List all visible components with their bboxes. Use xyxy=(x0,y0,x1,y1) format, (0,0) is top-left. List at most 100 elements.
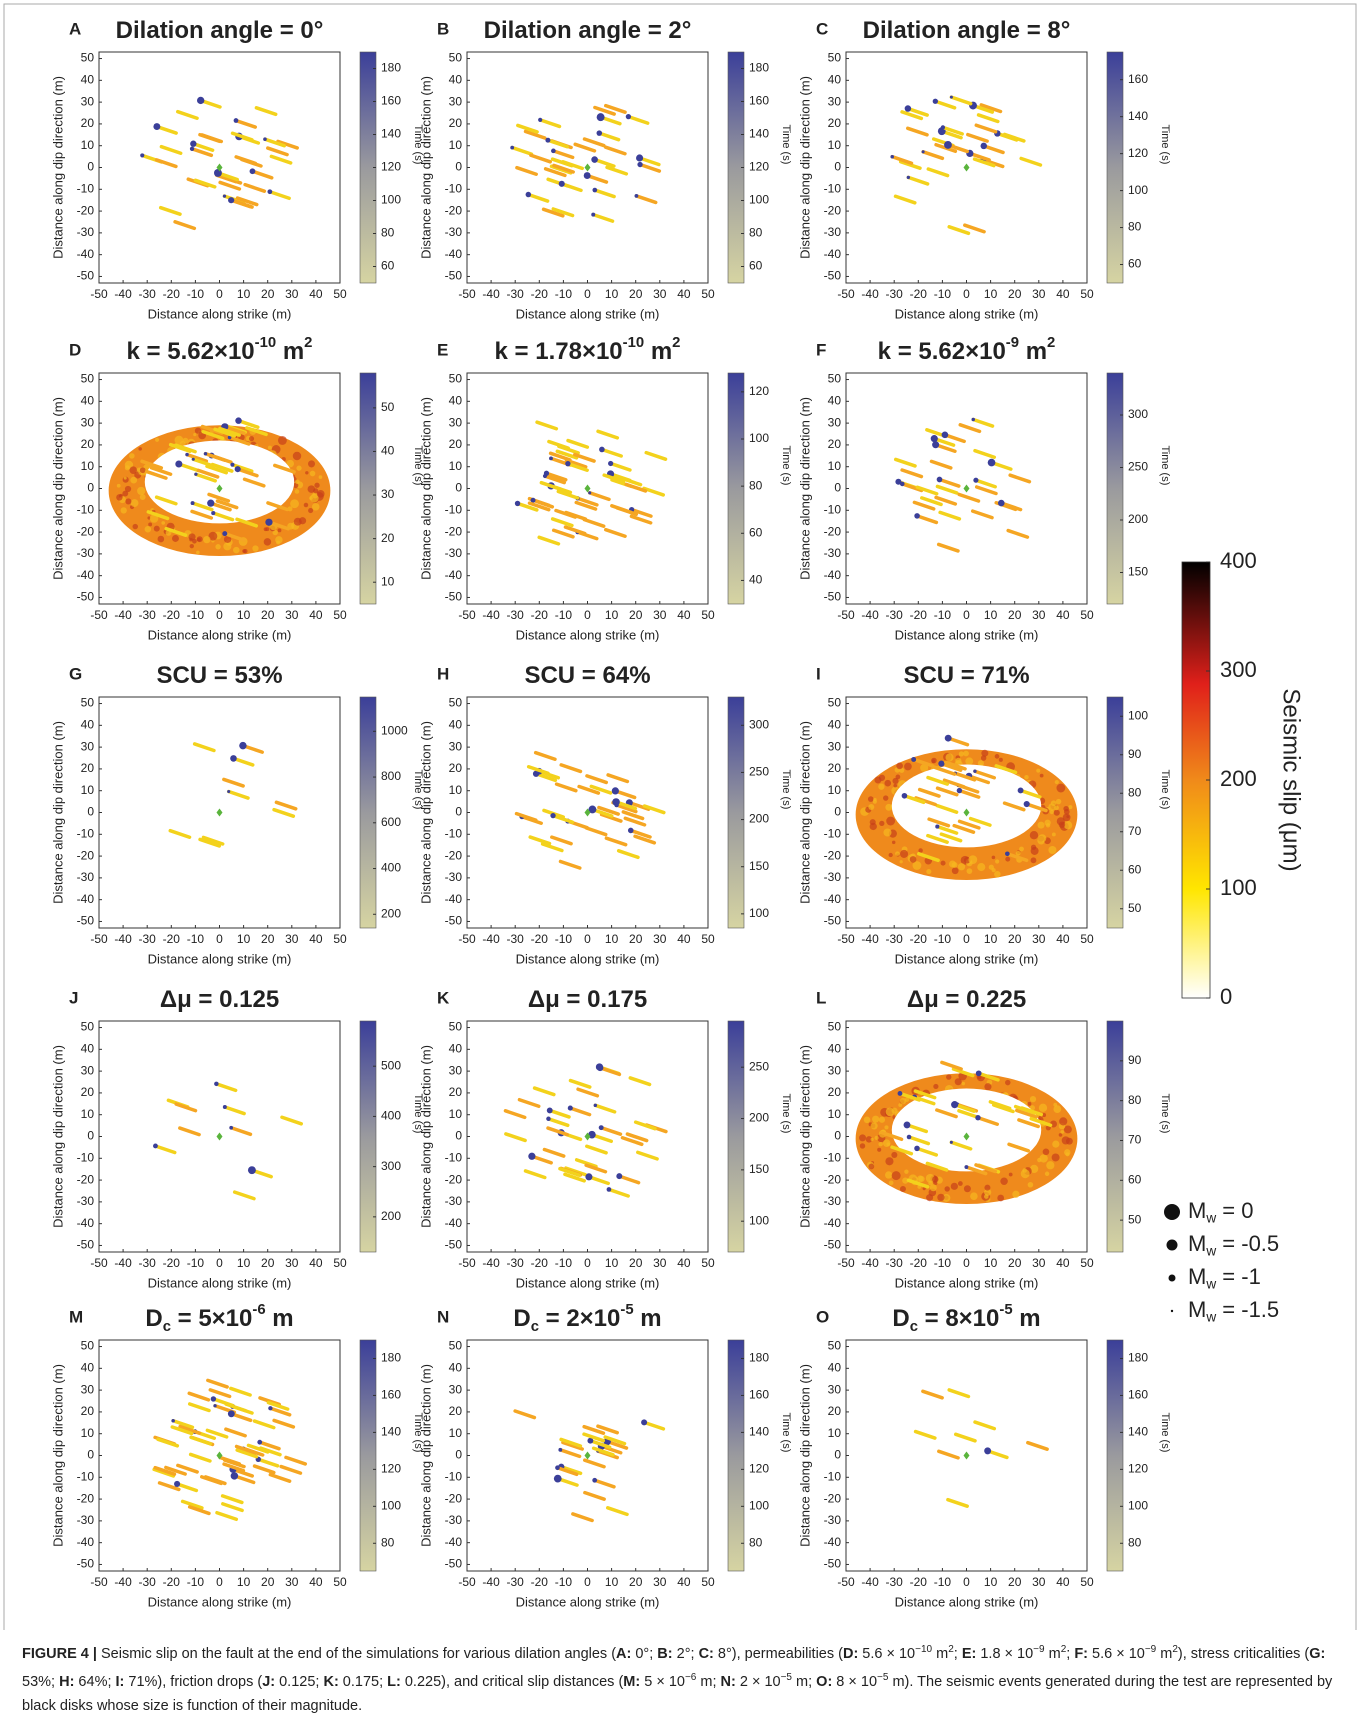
slip-texture xyxy=(124,460,134,470)
y-tick-label: -10 xyxy=(824,1150,842,1164)
event-disk xyxy=(975,1070,982,1077)
time-colorbar xyxy=(359,372,377,605)
y-tick-label: 40 xyxy=(828,1042,842,1056)
slip-streak xyxy=(593,188,616,199)
colorbar-tick-label: 160 xyxy=(381,94,401,108)
y-axis-label: Distance along dip direction (m) xyxy=(797,721,812,904)
event-disk xyxy=(941,431,949,439)
slip-streak xyxy=(1005,852,1029,863)
x-tick-label: 0 xyxy=(584,1575,591,1589)
y-tick-label: 20 xyxy=(81,437,95,451)
colorbar-tick-label: 140 xyxy=(1128,1425,1148,1439)
y-axis-label: Distance along dip direction (m) xyxy=(50,1364,65,1547)
slip-map xyxy=(913,1388,1049,1508)
x-tick-label: 20 xyxy=(629,287,643,301)
slip-streak xyxy=(235,467,259,478)
colorbar-tick-label: 160 xyxy=(1128,72,1148,86)
caption-part: 5 × 10 xyxy=(640,1673,685,1690)
x-tick-label: 20 xyxy=(629,1575,643,1589)
slip-streak xyxy=(551,149,575,160)
colorbar-label: Time (s) xyxy=(780,1093,792,1133)
slip-texture xyxy=(963,750,969,757)
slip-texture xyxy=(294,489,300,494)
slip-streak xyxy=(963,223,986,234)
y-tick-label: -10 xyxy=(445,502,463,516)
slip-streak xyxy=(976,113,1000,124)
slip-texture xyxy=(303,502,309,508)
slip-texture xyxy=(888,852,893,858)
slip-streak xyxy=(527,501,551,512)
slip-streak xyxy=(523,129,547,140)
slip-texture xyxy=(309,493,319,503)
event-disk xyxy=(964,1165,969,1170)
slip-streak xyxy=(600,447,623,458)
slip-texture xyxy=(1060,1130,1065,1134)
x-tick-label: 0 xyxy=(584,608,591,622)
event-disk xyxy=(227,435,232,440)
slip-streak xyxy=(546,138,569,149)
slip-texture xyxy=(1024,774,1029,780)
text-part: = -1 xyxy=(1216,1264,1261,1289)
slip-streak xyxy=(1018,788,1042,799)
slip-streak xyxy=(599,1125,623,1136)
y-axis-label: Distance along dip direction (m) xyxy=(50,397,65,580)
slip-streak xyxy=(617,1174,641,1185)
slip-texture xyxy=(899,1097,907,1105)
caption-part: 1.8 × 10 xyxy=(976,1645,1034,1662)
slip-streak xyxy=(1019,156,1043,167)
y-tick-label: -20 xyxy=(445,1172,463,1186)
slip-texture xyxy=(124,485,132,493)
slip-streak xyxy=(230,131,254,142)
slip-streak xyxy=(921,150,945,161)
slip-streak xyxy=(232,1190,256,1201)
y-tick-label: -10 xyxy=(77,502,95,516)
event-disk xyxy=(998,499,1005,507)
slip-streak xyxy=(603,1435,627,1446)
slip-streak xyxy=(532,1086,556,1097)
slip-colorbar-label: Seismic slip (μm) xyxy=(1278,688,1305,871)
colorbar-tick-label: 250 xyxy=(749,765,769,779)
event-disk xyxy=(616,1173,623,1180)
x-tick-label: 20 xyxy=(1008,287,1022,301)
slip-streak xyxy=(154,495,178,506)
y-tick-label: -30 xyxy=(824,1513,842,1527)
slip-streak xyxy=(222,777,245,788)
colorbar-tick-label: 50 xyxy=(1128,1212,1142,1226)
slip-map xyxy=(510,103,662,223)
x-tick-label: 10 xyxy=(605,932,619,946)
slip-texture xyxy=(995,859,1000,864)
slip-texture xyxy=(868,1163,875,1170)
y-tick-label: -40 xyxy=(77,247,95,261)
slip-texture xyxy=(1039,773,1044,778)
slip-texture xyxy=(928,1180,933,1186)
slip-texture xyxy=(998,757,1003,762)
time-colorbar xyxy=(727,372,745,605)
text-part: -9 xyxy=(1006,335,1019,351)
slip-texture xyxy=(193,433,197,437)
slip-streak xyxy=(276,139,299,150)
panel-title: Δμ = 0.175 xyxy=(528,986,647,1013)
text-part: = 5×10 xyxy=(171,1305,252,1332)
slip-texture xyxy=(904,762,912,771)
slip-texture xyxy=(896,762,903,770)
colorbar-tick-label: 70 xyxy=(1128,824,1142,838)
slip-streak xyxy=(591,1446,615,1457)
colorbar-tick-label: 80 xyxy=(1128,220,1142,234)
slip-streak xyxy=(235,517,259,528)
slip-streak xyxy=(266,146,289,157)
slip-streak xyxy=(957,492,981,503)
event-disk xyxy=(230,755,237,762)
caption-part: −6 xyxy=(684,1671,697,1683)
colorbar-tick-label: 200 xyxy=(749,1111,769,1125)
slip-streak xyxy=(638,162,662,173)
y-tick-label: -30 xyxy=(77,225,95,239)
y-tick-label: 30 xyxy=(81,739,95,753)
slip-streak xyxy=(215,1510,239,1522)
event-disk xyxy=(227,1410,235,1418)
slip-texture xyxy=(277,528,282,533)
slip-texture xyxy=(878,783,885,790)
colorbar-tick-label: 60 xyxy=(1128,862,1142,876)
slip-streak xyxy=(196,468,220,479)
slip-streak xyxy=(558,859,582,870)
slip-streak xyxy=(187,1391,211,1402)
